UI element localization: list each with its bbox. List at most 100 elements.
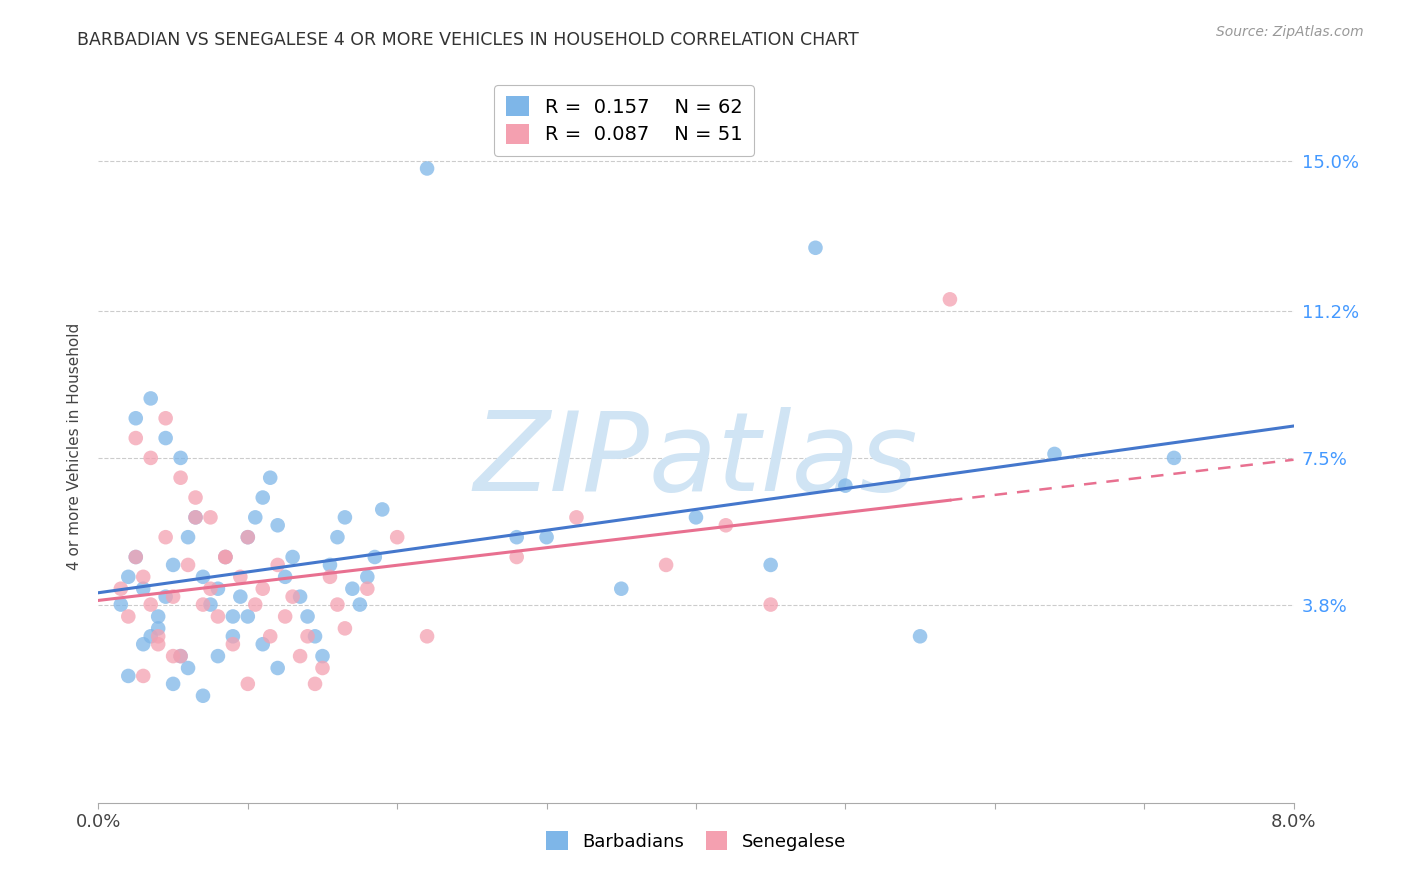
Point [110, 598, 132, 612]
Text: ZIPatlas: ZIPatlas [474, 407, 918, 514]
Point [834, 478, 856, 492]
Point [252, 637, 274, 651]
Point [169, 471, 191, 485]
Point [222, 629, 245, 643]
Point [319, 558, 342, 572]
Point [236, 530, 259, 544]
Point [311, 661, 333, 675]
Point [184, 491, 207, 505]
Point [804, 241, 827, 255]
Point [214, 549, 236, 564]
Point [281, 590, 304, 604]
Point [342, 582, 364, 596]
Point [125, 411, 148, 425]
Point [222, 609, 245, 624]
Point [148, 621, 170, 635]
Point [349, 598, 371, 612]
Point [326, 530, 349, 544]
Point [610, 582, 633, 596]
Point [148, 637, 170, 651]
Point [274, 570, 297, 584]
Point [148, 629, 170, 643]
Point [416, 629, 439, 643]
Point [319, 570, 342, 584]
Point [252, 582, 274, 596]
Point [333, 621, 356, 635]
Point [117, 669, 139, 683]
Point [132, 570, 155, 584]
Legend: Barbadians, Senegalese: Barbadians, Senegalese [538, 824, 853, 858]
Point [685, 510, 707, 524]
Point [759, 598, 782, 612]
Point [371, 502, 394, 516]
Point [385, 530, 409, 544]
Point [177, 558, 200, 572]
Point [333, 510, 356, 524]
Point [125, 431, 148, 445]
Point [207, 609, 229, 624]
Point [364, 549, 387, 564]
Point [304, 677, 326, 691]
Point [162, 649, 184, 664]
Point [139, 598, 162, 612]
Point [1163, 450, 1185, 465]
Point [214, 549, 236, 564]
Point [236, 677, 259, 691]
Point [536, 530, 558, 544]
Point [214, 549, 236, 564]
Point [229, 570, 252, 584]
Y-axis label: 4 or more Vehicles in Household: 4 or more Vehicles in Household [67, 322, 83, 570]
Point [252, 491, 274, 505]
Point [759, 558, 782, 572]
Point [207, 649, 229, 664]
Point [191, 570, 214, 584]
Point [939, 293, 962, 307]
Point [169, 649, 191, 664]
Point [207, 582, 229, 596]
Point [155, 590, 177, 604]
Point [162, 590, 184, 604]
Point [297, 609, 319, 624]
Point [356, 570, 378, 584]
Point [416, 161, 439, 176]
Point [267, 661, 290, 675]
Point [139, 629, 162, 643]
Point [110, 582, 132, 596]
Point [236, 609, 259, 624]
Point [259, 471, 281, 485]
Point [311, 649, 333, 664]
Point [267, 558, 290, 572]
Point [908, 629, 931, 643]
Point [565, 510, 588, 524]
Point [162, 558, 184, 572]
Point [288, 590, 311, 604]
Point [1043, 447, 1066, 461]
Point [245, 510, 267, 524]
Point [125, 549, 148, 564]
Point [125, 549, 148, 564]
Point [184, 510, 207, 524]
Point [200, 598, 222, 612]
Point [191, 598, 214, 612]
Point [267, 518, 290, 533]
Point [184, 510, 207, 524]
Point [304, 629, 326, 643]
Point [139, 392, 162, 406]
Point [132, 669, 155, 683]
Text: BARBADIAN VS SENEGALESE 4 OR MORE VEHICLES IN HOUSEHOLD CORRELATION CHART: BARBADIAN VS SENEGALESE 4 OR MORE VEHICL… [77, 31, 859, 49]
Point [655, 558, 678, 572]
Point [139, 450, 162, 465]
Point [155, 411, 177, 425]
Point [356, 582, 378, 596]
Point [117, 609, 139, 624]
Point [326, 598, 349, 612]
Point [162, 677, 184, 691]
Point [259, 629, 281, 643]
Point [155, 530, 177, 544]
Point [281, 549, 304, 564]
Point [148, 609, 170, 624]
Text: Source: ZipAtlas.com: Source: ZipAtlas.com [1216, 25, 1364, 39]
Point [200, 582, 222, 596]
Point [177, 530, 200, 544]
Point [117, 570, 139, 584]
